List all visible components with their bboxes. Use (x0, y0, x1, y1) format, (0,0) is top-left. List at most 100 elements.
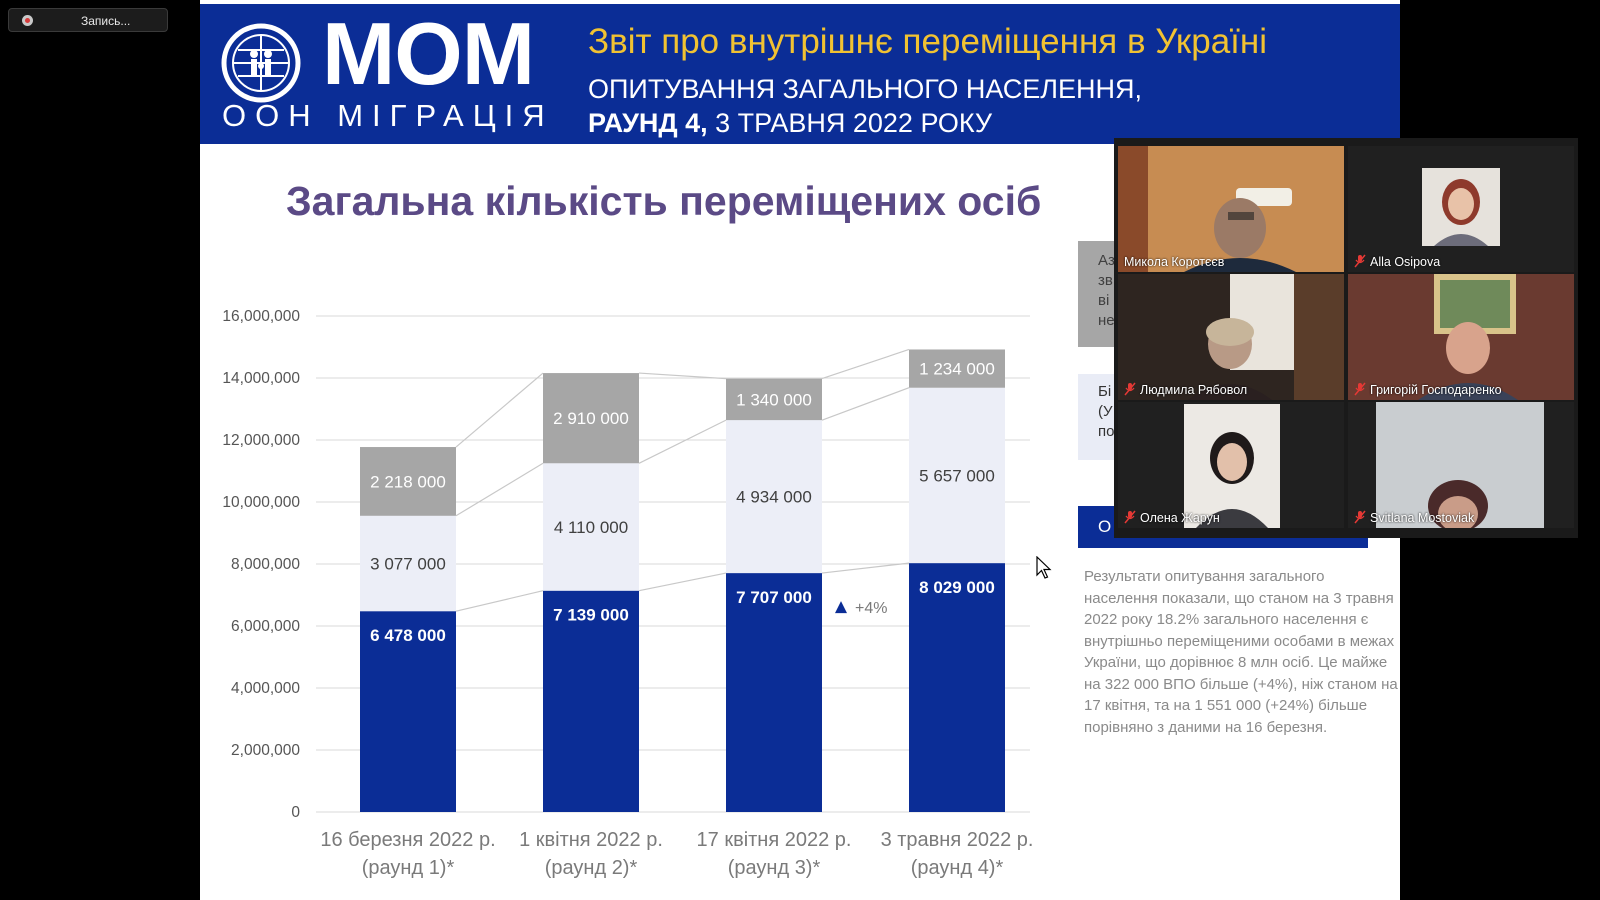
bar-segment (543, 463, 639, 591)
bar-segment (726, 573, 822, 812)
bar-segment (726, 378, 822, 421)
connector-line (455, 462, 544, 517)
x-tick-label: 3 травня 2022 р. (881, 829, 1034, 851)
x-tick-label: 17 квітня 2022 р. (697, 829, 852, 851)
y-tick-label: 6,000,000 (231, 618, 300, 635)
y-tick-label: 14,000,000 (222, 370, 300, 387)
data-label: 6 478 000 (370, 626, 446, 645)
participant-name: Svitlana Mostoviak (1354, 510, 1475, 525)
annotation-label: +4% (855, 600, 887, 617)
connector-line (821, 348, 910, 380)
y-tick-label: 16,000,000 (222, 308, 300, 325)
connector-line (638, 372, 727, 380)
video-tile-alla[interactable]: Alla Osipova (1348, 146, 1574, 272)
video-tile-mykola[interactable]: Микола Коротєєв (1118, 146, 1344, 272)
round-label: РАУНД 4, (588, 108, 708, 138)
participant-name: Олена Жарун (1124, 510, 1220, 525)
data-label: 1 234 000 (919, 360, 995, 379)
y-tick-label: 2,000,000 (231, 742, 300, 759)
participant-name-text: Alla Osipova (1370, 255, 1441, 269)
bar-segment (360, 447, 456, 516)
data-label: 3 077 000 (370, 554, 446, 573)
record-icon (22, 15, 33, 26)
y-tick-label: 8,000,000 (231, 556, 300, 573)
bar-segment (909, 387, 1005, 564)
data-label: 4 934 000 (736, 488, 812, 507)
x-tick-label: (раунд 4)* (911, 857, 1004, 879)
logo-subtitle: ООН МІГРАЦІЯ (222, 98, 554, 133)
x-tick-label: (раунд 3)* (728, 857, 821, 879)
report-subtitle: ОПИТУВАННЯ ЗАГАЛЬНОГО НАСЕЛЕННЯ, (588, 74, 1143, 104)
data-label: 4 110 000 (554, 518, 628, 537)
bar-segment (543, 373, 639, 464)
bar-segment (543, 590, 639, 812)
recording-label: Запись... (81, 14, 131, 28)
data-label: 8 029 000 (919, 578, 995, 597)
muted-mic-icon (1124, 510, 1136, 524)
bar-segment (726, 420, 822, 574)
bar-segment (909, 349, 1005, 388)
iom-globe-logo-icon (221, 23, 301, 103)
slide-title: Загальна кількість переміщених осіб (286, 178, 1042, 224)
y-tick-label: 12,000,000 (222, 432, 300, 449)
recording-indicator[interactable]: Запись... (8, 8, 168, 32)
video-tile-liudmyla[interactable]: Людмила Рябовол (1118, 274, 1344, 400)
y-tick-label: 10,000,000 (222, 494, 300, 511)
info-box-grey-text: Аз зв ві не (1098, 252, 1115, 329)
round-date: 3 ТРАВНЯ 2022 РОКУ (707, 108, 993, 138)
video-feed (1348, 402, 1574, 528)
x-tick-label: (раунд 2)* (545, 857, 638, 879)
up-triangle-icon (835, 601, 847, 614)
mouse-cursor-icon (1036, 556, 1052, 579)
info-box-blue-text: О (1098, 517, 1112, 536)
participant-name-text: Svitlana Mostoviak (1370, 511, 1475, 525)
data-label: 2 910 000 (553, 409, 629, 428)
data-label: 2 218 000 (370, 472, 446, 491)
x-tick-label: 1 квітня 2022 р. (519, 829, 663, 851)
profile-photo (1348, 146, 1574, 272)
x-tick-label: (раунд 1)* (362, 857, 455, 879)
participant-name: Григорій Господаренко (1354, 382, 1502, 397)
connector-line (455, 590, 544, 612)
video-tile-svitlana[interactable]: Svitlana Mostoviak (1348, 402, 1574, 528)
slide-banner: МОМ ООН МІГРАЦІЯ Звіт про внутрішнє пере… (200, 4, 1400, 144)
summary-text: Результати опитування загального населен… (1084, 568, 1398, 736)
video-tile-hryhorii[interactable]: Григорій Господаренко (1348, 274, 1574, 400)
y-tick-label: 0 (291, 804, 300, 821)
connector-line (638, 572, 727, 592)
video-feed (1118, 274, 1344, 400)
video-feed (1118, 146, 1344, 272)
participant-name: Людмила Рябовол (1124, 382, 1248, 397)
connector-line (821, 387, 910, 421)
bar-segment (909, 563, 1005, 812)
report-round: РАУНД 4, 3 ТРАВНЯ 2022 РОКУ (588, 108, 992, 139)
participant-name-text: Людмила Рябовол (1140, 383, 1248, 397)
participant-name: Alla Osipova (1354, 254, 1441, 269)
participant-name: Микола Коротєєв (1124, 255, 1225, 269)
muted-mic-icon (1124, 382, 1136, 396)
video-feed (1118, 402, 1344, 528)
logo-wordmark: МОМ (322, 4, 535, 103)
x-tick-label: 16 березня 2022 р. (320, 829, 495, 851)
participant-name-text: Олена Жарун (1140, 511, 1220, 525)
info-box-light-text: Бі (У по (1098, 383, 1115, 440)
data-label: 7 139 000 (553, 606, 629, 625)
connector-line (638, 419, 727, 464)
connector-line (821, 562, 910, 574)
stacked-bar-chart: 0 2,000,000 4,000,000 6,000,000 8,000,000 10,… (222, 308, 1034, 879)
muted-mic-icon (1354, 254, 1366, 268)
report-title: Звіт про внутрішнє переміщення в Україні (588, 22, 1267, 61)
muted-mic-icon (1354, 510, 1366, 524)
muted-mic-icon (1354, 382, 1366, 396)
data-label: 1 340 000 (736, 390, 812, 409)
y-tick-label: 4,000,000 (231, 680, 300, 697)
participant-name-text: Григорій Господаренко (1370, 383, 1502, 397)
bar-segment (360, 515, 456, 612)
video-tile-olena[interactable]: Олена Жарун (1118, 402, 1344, 528)
video-feed (1348, 274, 1574, 400)
connector-line (455, 372, 544, 448)
bar-segment (360, 611, 456, 812)
data-label: 5 657 000 (919, 466, 995, 485)
video-gallery: Микола Коротєєв Alla Osipova Людмила Ряб… (1114, 138, 1578, 538)
data-label: 7 707 000 (736, 588, 812, 607)
